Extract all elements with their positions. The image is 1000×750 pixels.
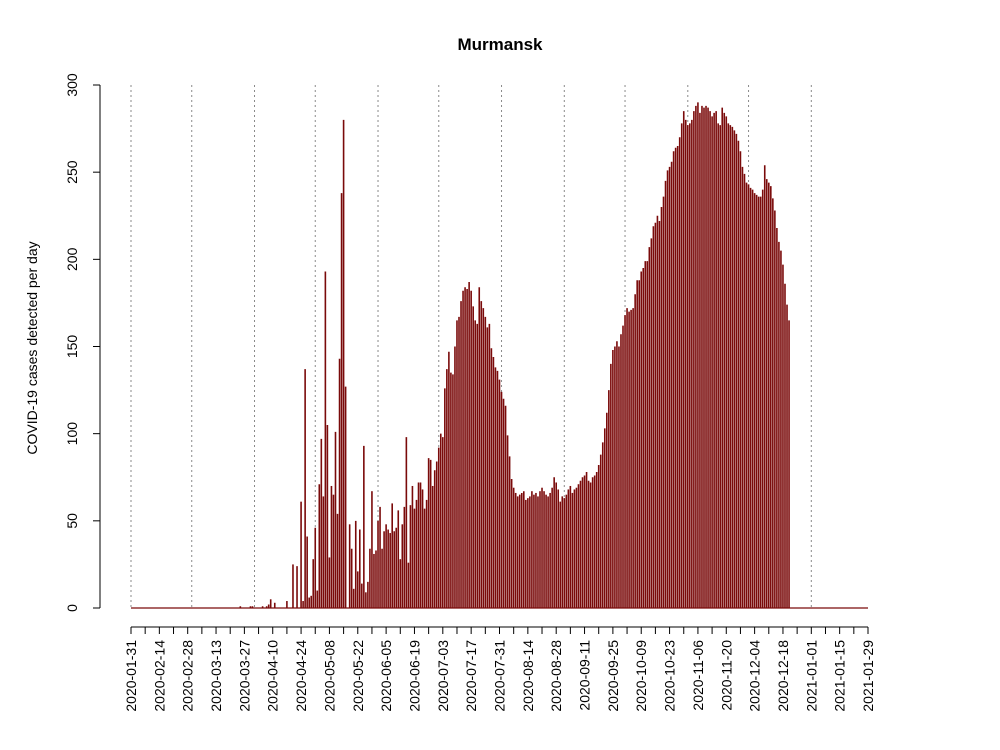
y-tick-label: 50 [64,513,80,529]
x-tick-label: 2020-07-03 [435,640,451,712]
x-tick-label: 2021-01-29 [860,640,876,712]
y-tick-label: 150 [64,335,80,359]
x-tick-label: 2020-07-31 [492,640,508,712]
y-tick-label: 250 [64,160,80,184]
x-tick-label: 2020-04-24 [293,640,309,712]
x-tick-label: 2020-09-25 [605,640,621,712]
x-tick-label: 2020-03-27 [236,640,252,712]
x-tick-label: 2020-08-14 [520,640,536,712]
x-tick-label: 2020-07-17 [463,640,479,712]
chart-title: Murmansk [457,35,543,54]
x-tick-label: 2020-04-10 [265,640,281,712]
x-tick-label: 2020-11-06 [690,640,706,711]
x-tick-label: 2021-01-15 [832,640,848,712]
x-tick-label: 2020-05-08 [321,640,337,712]
y-tick-label: 100 [64,422,80,446]
x-tick-label: 2021-01-01 [803,640,819,712]
x-tick-label: 2020-03-13 [208,640,224,712]
x-tick-label: 2020-12-18 [775,640,791,712]
y-axis-label: COVID-19 cases detected per day [24,241,40,454]
x-tick-label: 2020-10-23 [662,640,678,712]
x-tick-label: 2020-06-05 [378,640,394,712]
x-tick-label: 2020-11-20 [718,640,734,711]
y-axis: 0 50 100 150 200 250 300 [64,73,101,612]
x-tick-label: 2020-06-19 [406,640,422,712]
y-tick-label: 300 [64,73,80,97]
x-tick-label: 2020-02-28 [180,640,196,712]
x-tick-label: 2020-12-04 [747,640,763,712]
y-tick-label: 200 [64,247,80,271]
x-tick-label: 2020-10-09 [633,640,649,712]
x-tick-label: 2020-08-28 [548,640,564,712]
y-tick-label: 0 [64,604,80,612]
bars [131,102,868,609]
x-axis: 2020-01-31 2020-02-14 2020-02-28 2020-03-13… [123,626,876,712]
x-tick-label: 2020-02-14 [151,640,167,712]
x-tick-label: 2020-05-22 [350,640,366,712]
x-tick-label: 2020-09-11 [577,640,593,711]
x-tick-label: 2020-01-31 [123,640,139,712]
